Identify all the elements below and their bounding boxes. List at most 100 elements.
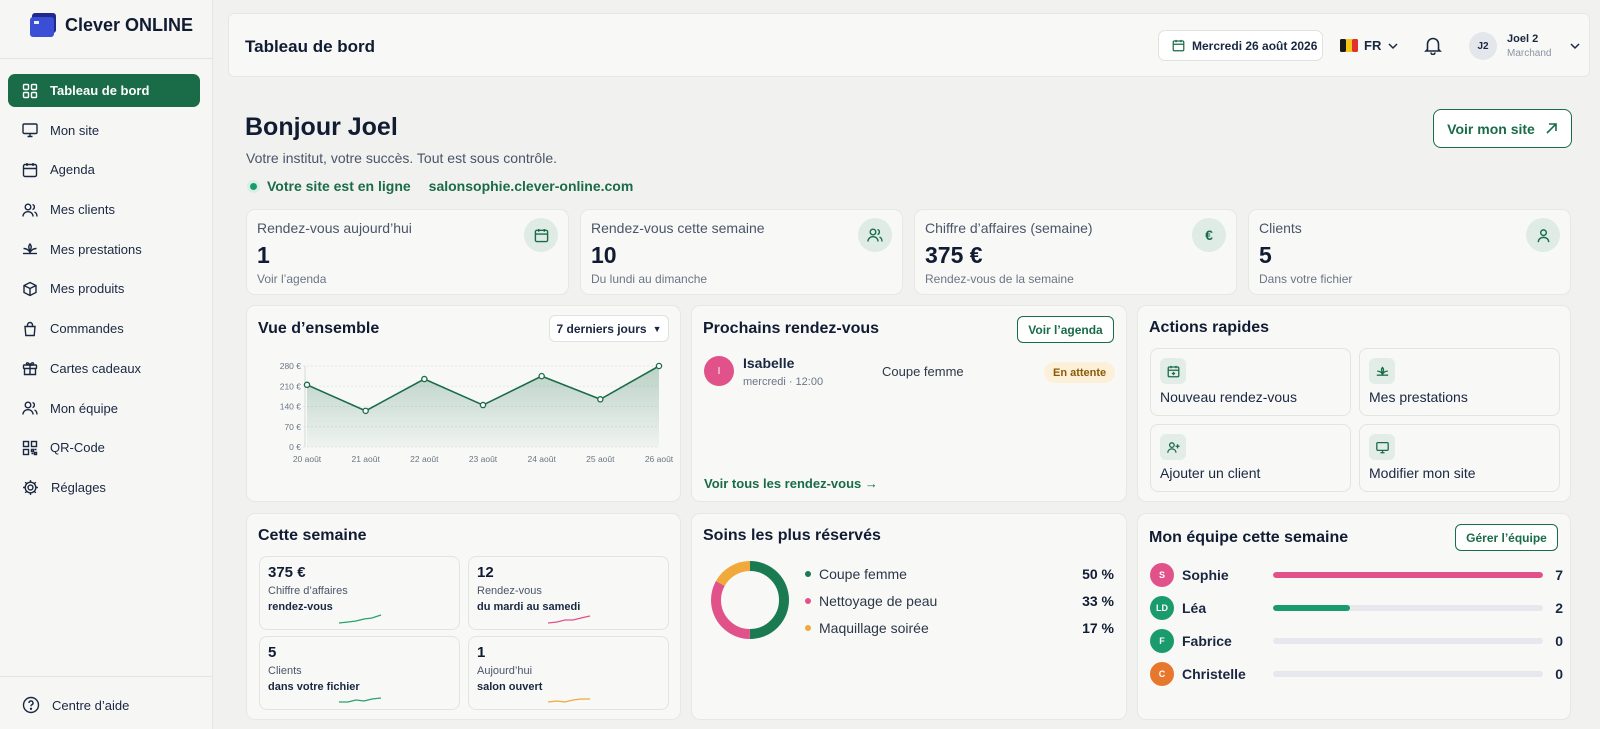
- tile-sub: salon ouvert: [477, 681, 543, 693]
- week-tile-today: 1 Aujourd’hui salon ouvert: [468, 636, 669, 710]
- x-tick-label: 24 août: [527, 454, 556, 464]
- all-appointments-link[interactable]: Voir tous les rendez-vous →: [704, 476, 878, 491]
- user-menu[interactable]: J2 Joel 2 Marchand: [1469, 32, 1581, 60]
- quick-action-add-client[interactable]: Ajouter un client: [1150, 424, 1351, 492]
- x-tick-label: 26 août: [645, 454, 674, 464]
- stat-value: 1: [257, 242, 270, 268]
- quick-actions-card: Actions rapides Nouveau rendez-vous Mes …: [1137, 305, 1571, 502]
- stat-card-appointments-today[interactable]: Rendez-vous aujourd’hui 1 Voir l’agenda: [246, 209, 569, 295]
- week-card: Cette semaine 375 € Chiffre d’affaires r…: [246, 513, 681, 720]
- greeting-title: Bonjour Joel: [245, 113, 398, 141]
- overview-chart: 0 € 70 € 140 € 210 € 280 € 20 août 21 août 22 a…: [280, 361, 674, 464]
- user-role: Marchand: [1507, 48, 1552, 59]
- box-icon: [23, 281, 37, 297]
- sidebar-item-mes-prestations[interactable]: Mes prestations: [8, 233, 200, 266]
- quick-action-edit-site[interactable]: Modifier mon site: [1359, 424, 1560, 492]
- x-tick-label: 25 août: [586, 454, 615, 464]
- page-title: Tableau de bord: [245, 37, 376, 56]
- quick-action-new-appointment[interactable]: Nouveau rendez-vous: [1150, 348, 1351, 416]
- stat-value: 5: [1259, 242, 1272, 268]
- calendar-icon: [524, 218, 558, 252]
- view-site-button[interactable]: Voir mon site: [1433, 109, 1572, 148]
- team-member-row[interactable]: C Christelle 0: [1150, 662, 1563, 686]
- data-point: [597, 396, 604, 403]
- team-member-count: 2: [1555, 600, 1563, 616]
- appointments-card: Prochains rendez-vous Voir l’agenda I Is…: [691, 305, 1127, 502]
- site-url-link[interactable]: salonsophie.clever-online.com: [428, 178, 634, 194]
- sparkline: [547, 615, 591, 624]
- sidebar-item-reglages[interactable]: Réglages: [8, 471, 200, 504]
- users-icon: [22, 203, 38, 217]
- range-select[interactable]: 7 derniers jours ▼: [549, 315, 669, 342]
- grid-icon: [22, 83, 38, 98]
- caret-down-icon: ▼: [652, 323, 662, 334]
- team-progress-track: [1273, 638, 1543, 644]
- stat-sub: Rendez-vous de la semaine: [925, 272, 1074, 286]
- legend-value: 33 %: [1082, 593, 1114, 609]
- date-picker[interactable]: Mercredi 26 août 2026: [1158, 30, 1323, 61]
- bag-icon: [24, 321, 36, 336]
- x-tick-label: 23 août: [469, 454, 498, 464]
- team-card: Mon équipe cette semaine Gérer l’équipe …: [1137, 513, 1571, 720]
- manage-team-button[interactable]: Gérer l’équipe: [1455, 524, 1558, 551]
- calendar-plus-icon: [1160, 358, 1186, 384]
- tile-value: 1: [477, 644, 486, 661]
- language-selector[interactable]: FR: [1340, 38, 1399, 53]
- week-tile-clients: 5 Clients dans votre fichier: [259, 636, 460, 710]
- x-tick-label: 22 août: [410, 454, 439, 464]
- sidebar-item-mes-clients[interactable]: Mes clients: [8, 193, 200, 226]
- donut-chart: [711, 561, 789, 639]
- chevron-down-icon: [1570, 43, 1580, 50]
- data-point: [362, 407, 369, 415]
- stat-sub: Voir l’agenda: [257, 272, 327, 286]
- sidebar-item-agenda[interactable]: Agenda: [8, 153, 200, 186]
- user-plus-icon: [1160, 434, 1186, 460]
- team-progress-track: [1273, 572, 1543, 578]
- sidebar-item-cartes-cadeaux[interactable]: Cartes cadeaux: [8, 352, 200, 385]
- appointment-client[interactable]: Isabelle: [743, 355, 795, 371]
- stat-card-clients[interactable]: Clients 5 Dans votre fichier: [1248, 209, 1571, 295]
- week-tile-appointments: 12 Rendez-vous du mardi au samedi: [468, 556, 669, 630]
- data-point: [421, 375, 428, 383]
- divider: [0, 676, 212, 677]
- team-member-row[interactable]: LD Léa 2: [1150, 596, 1563, 620]
- stat-sub: Dans votre fichier: [1259, 272, 1353, 286]
- sidebar-item-mes-produits[interactable]: Mes produits: [8, 272, 200, 305]
- sidebar-item-mon-site[interactable]: Mon site: [8, 114, 200, 147]
- legend-label: Maquillage soirée: [819, 620, 929, 636]
- avatar: I: [704, 356, 734, 386]
- sidebar-item-label: Cartes cadeaux: [50, 360, 142, 376]
- logo[interactable]: Clever ONLINE: [29, 12, 193, 38]
- stat-card-appointments-week[interactable]: Rendez-vous cette semaine 10 Du lundi au…: [580, 209, 903, 295]
- sidebar-item-tableau-de-bord[interactable]: Tableau de bord: [8, 74, 200, 107]
- team-member-row[interactable]: F Fabrice 0: [1150, 629, 1563, 653]
- site-status: Votre site est en ligne salonsophie.clev…: [250, 178, 633, 194]
- y-tick-label: 280 €: [280, 361, 302, 371]
- tile-sub: rendez-vous: [268, 601, 333, 613]
- calendar-icon: [1172, 39, 1185, 52]
- legend-dot-icon: [805, 598, 811, 604]
- user-icon: [1526, 218, 1560, 252]
- legend-dot-icon: [805, 625, 811, 631]
- y-tick-label: 0 €: [289, 442, 301, 452]
- sidebar-item-commandes[interactable]: Commandes: [8, 312, 200, 345]
- stat-sub: Du lundi au dimanche: [591, 272, 708, 286]
- app-name: Clever ONLINE: [65, 14, 194, 35]
- tile-value: 5: [268, 644, 277, 661]
- quick-action-services[interactable]: Mes prestations: [1359, 348, 1560, 416]
- notifications-button[interactable]: [1423, 35, 1443, 55]
- agenda-button[interactable]: Voir l’agenda: [1017, 316, 1114, 343]
- tile-sub: du mardi au samedi: [477, 601, 581, 613]
- avatar: S: [1150, 563, 1174, 587]
- appointment-time: mercredi · 12:00: [743, 376, 824, 388]
- user-name: Joel 2: [1507, 33, 1539, 45]
- monitor-icon: [1369, 434, 1395, 460]
- team-member-count: 7: [1555, 567, 1563, 583]
- help-center-link[interactable]: Centre d’aide: [22, 696, 129, 714]
- date-label: Mercredi 26 août 2026: [1192, 38, 1318, 53]
- stat-card-revenue-week[interactable]: Chiffre d’affaires (semaine) 375 € Rende…: [914, 209, 1237, 295]
- team-member-row[interactable]: S Sophie 7: [1150, 563, 1563, 587]
- user-info: Joel 2 Marchand: [1507, 33, 1551, 59]
- sidebar-item-mon-equipe[interactable]: Mon équipe: [8, 392, 200, 425]
- sidebar-item-qr-code[interactable]: QR-Code: [8, 431, 200, 464]
